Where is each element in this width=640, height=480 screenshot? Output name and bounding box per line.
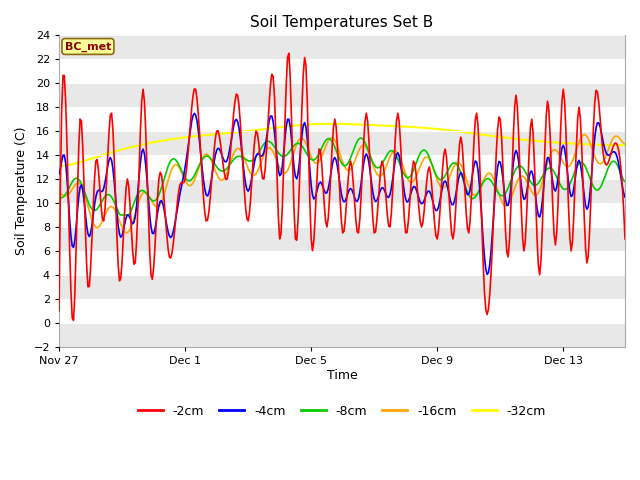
Legend: -2cm, -4cm, -8cm, -16cm, -32cm: -2cm, -4cm, -8cm, -16cm, -32cm	[133, 400, 551, 423]
Bar	[59, 323, 625, 347]
Bar	[59, 83, 625, 107]
Bar	[59, 36, 625, 60]
Bar	[59, 227, 625, 251]
Y-axis label: Soil Temperature (C): Soil Temperature (C)	[15, 127, 28, 255]
Bar	[59, 131, 625, 155]
Bar	[59, 275, 625, 299]
Text: BC_met: BC_met	[65, 41, 111, 52]
Title: Soil Temperatures Set B: Soil Temperatures Set B	[250, 15, 434, 30]
X-axis label: Time: Time	[326, 369, 357, 382]
Bar	[59, 179, 625, 203]
